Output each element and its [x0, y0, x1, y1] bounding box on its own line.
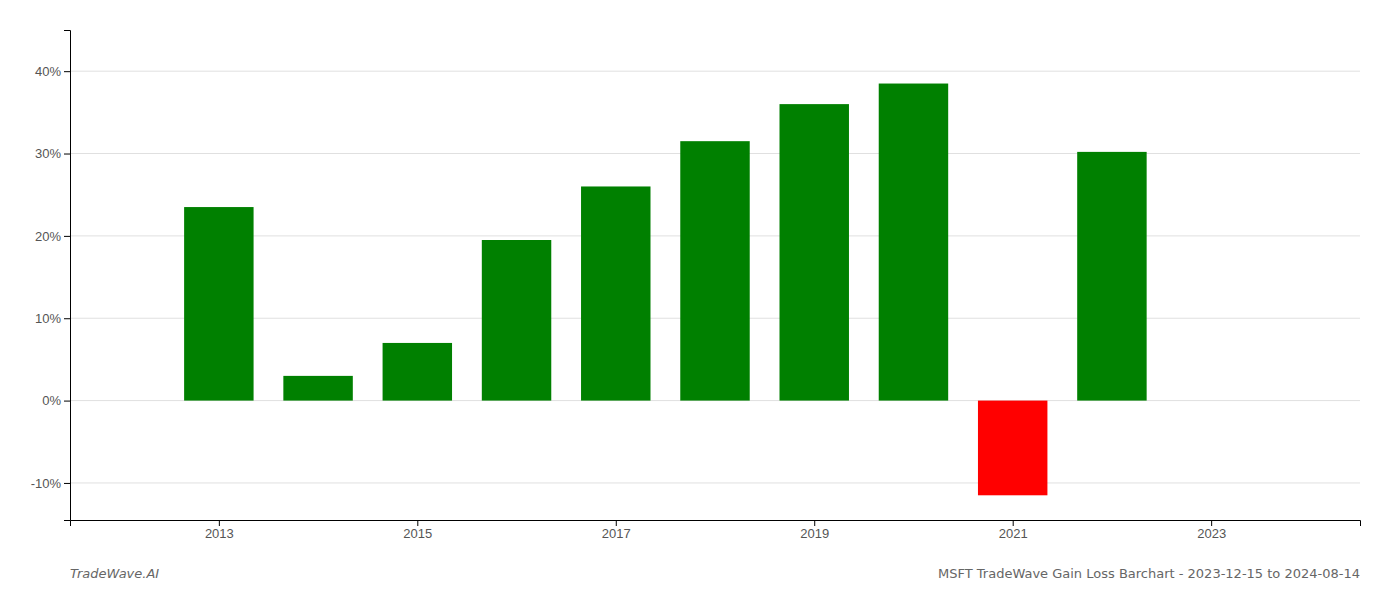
bar	[978, 401, 1047, 496]
bars	[184, 84, 1147, 496]
tick-label: 2013	[205, 526, 234, 541]
tick-label: -10%	[31, 476, 62, 491]
tick-mark	[219, 520, 220, 526]
tick: 2021	[999, 520, 1028, 541]
tick-mark	[64, 71, 70, 72]
grid-line	[70, 482, 1360, 483]
axis-line	[71, 521, 1361, 527]
tick-mark	[616, 520, 617, 526]
tick: 30%	[35, 146, 70, 161]
axis-line	[64, 31, 71, 521]
x-axis: 2013 2015 2017 2019 2021 2023	[71, 520, 1361, 541]
bar	[482, 240, 551, 401]
y-axis: -10% 0% 10% 20% 30% 40%	[31, 31, 71, 521]
bar	[184, 207, 253, 401]
tick: -10%	[31, 476, 70, 491]
bar	[283, 376, 352, 401]
bar	[383, 343, 452, 401]
tick-label: 10%	[35, 311, 61, 326]
bar	[581, 186, 650, 400]
tick-mark	[64, 318, 70, 319]
tick-label: 2023	[1197, 526, 1226, 541]
tick: 2013	[205, 520, 234, 541]
watermark: TradeWave.AI	[70, 566, 159, 581]
title: MSFT TradeWave Gain Loss Barchart - 2023…	[938, 566, 1360, 581]
tick-label: 2015	[403, 526, 432, 541]
chart: 2013 2015 2017 2019 2021 2023 -10% 0% 10% 20% 30% 4…	[0, 0, 1400, 600]
bar	[1077, 152, 1146, 401]
tick-mark	[417, 520, 418, 526]
tick-label: 20%	[35, 229, 61, 244]
tick-label: 2019	[800, 526, 829, 541]
tick-mark	[64, 236, 70, 237]
bar	[680, 141, 749, 400]
tick-mark	[64, 401, 70, 402]
tick-label: 40%	[35, 64, 61, 79]
tick-label: 30%	[35, 146, 61, 161]
tick: 2019	[800, 520, 829, 541]
tick: 0%	[42, 393, 70, 408]
tick-label: 0%	[42, 393, 61, 408]
grid-line	[70, 71, 1360, 72]
tick-mark	[64, 483, 70, 484]
tick-mark	[64, 154, 70, 155]
tick: 20%	[35, 229, 70, 244]
tick: 40%	[35, 64, 70, 79]
tick: 2015	[403, 520, 432, 541]
grid	[70, 71, 1360, 483]
plot: 2013 2015 2017 2019 2021 2023 -10% 0% 10% 20% 30% 4…	[31, 31, 1361, 542]
tick-label: 2021	[999, 526, 1028, 541]
tick: 10%	[35, 311, 70, 326]
tick-label: 2017	[602, 526, 631, 541]
tick-mark	[814, 520, 815, 526]
bar	[879, 84, 948, 401]
tick-mark	[1211, 520, 1212, 526]
tick: 2023	[1197, 520, 1226, 541]
bar	[780, 104, 849, 400]
tick-mark	[1013, 520, 1014, 526]
tick: 2017	[602, 520, 631, 541]
